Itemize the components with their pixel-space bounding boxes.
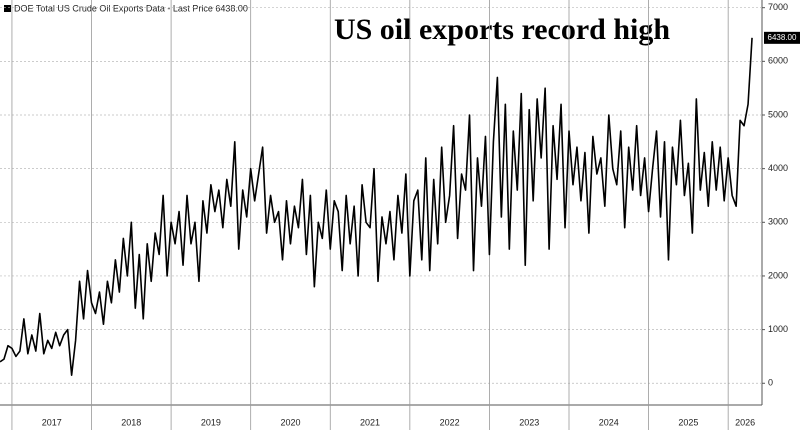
x-tick-label: 2026 [735,417,755,427]
y-tick-label: 0 [768,378,773,388]
y-tick-label: 1000 [768,324,788,334]
y-tick-label: 5000 [768,109,788,119]
x-tick-label: 2023 [519,417,539,427]
x-tick-label: 2022 [440,417,460,427]
y-tick-label: 7000 [768,2,788,12]
last-price-label: 6438.00 [768,33,797,42]
x-tick-label: 2019 [201,417,221,427]
data-line [0,37,753,377]
y-tick-label: 2000 [768,270,788,280]
x-tick-label: 2024 [599,417,619,427]
legend-label: DOE Total US Crude Oil Exports Data - La… [14,3,248,13]
y-tick-label: 4000 [768,163,788,173]
y-tick-label: 6000 [768,56,788,66]
x-tick-label: 2017 [42,417,62,427]
x-tick-label: 2021 [360,417,380,427]
legend-swatch [4,5,11,12]
x-tick-label: 2018 [121,417,141,427]
last-price-box [764,31,800,44]
x-tick-label: 2025 [678,417,698,427]
chart-title: US oil exports record high [334,13,670,46]
x-tick-label: 2020 [280,417,300,427]
y-tick-label: 3000 [768,217,788,227]
